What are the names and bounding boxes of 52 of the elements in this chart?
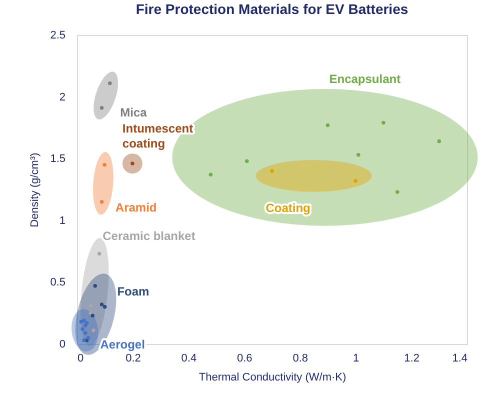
x-tick-label: 0.6 — [236, 352, 252, 364]
point — [88, 311, 93, 315]
point — [88, 304, 93, 308]
y-tick-label: 1.5 — [50, 153, 66, 166]
series-label: Mica — [120, 105, 148, 120]
point — [395, 190, 400, 194]
y-tick-label: 2.5 — [50, 30, 66, 42]
text: Coating — [266, 200, 310, 215]
point — [90, 314, 94, 318]
point — [92, 328, 96, 332]
point — [108, 81, 112, 86]
point — [326, 123, 330, 128]
x-tick-label: 1.4 — [452, 352, 468, 364]
point — [82, 318, 86, 322]
x-tick-label: 0.4 — [181, 352, 197, 364]
point — [84, 321, 89, 325]
point — [83, 331, 88, 335]
point — [102, 305, 107, 309]
x-tick-label: 0 — [78, 352, 84, 364]
point — [270, 169, 274, 173]
x-tick-label: 1.2 — [404, 352, 420, 364]
point — [97, 252, 102, 256]
x-tick-label: 0.8 — [292, 352, 308, 364]
point — [86, 336, 90, 340]
x-tick-label: 1 — [353, 352, 360, 364]
point — [100, 200, 104, 204]
point — [100, 106, 104, 110]
text: Encapsulant — [329, 72, 401, 86]
x-axis-title: Thermal Conductivity (W/m·K) — [198, 372, 346, 384]
point — [382, 120, 386, 125]
point — [82, 338, 86, 342]
y-tick-label: 1 — [59, 214, 66, 227]
x-tick-label: 0.2 — [126, 352, 141, 364]
series-label: Ceramic blanket — [102, 228, 196, 243]
point — [80, 327, 84, 332]
point — [102, 162, 106, 167]
point — [245, 159, 249, 163]
point — [93, 284, 97, 288]
y-axis-title: Density (g/cm³) — [29, 152, 42, 228]
series-label: Foam — [117, 284, 150, 299]
y-tick-label: 2 — [59, 91, 66, 104]
point — [437, 139, 442, 144]
series-label: Aerogel — [100, 338, 145, 352]
point — [356, 153, 360, 157]
chart-title: Fire Protection Materials for EV Batteries — [136, 1, 408, 17]
y-tick-label: 0.5 — [50, 276, 66, 289]
point — [354, 178, 358, 183]
series-label: Aramid — [115, 200, 157, 215]
y-tick-label: 0 — [59, 338, 66, 350]
series-label: Intumescent coating — [122, 122, 194, 151]
point — [100, 302, 104, 306]
point — [208, 172, 213, 177]
